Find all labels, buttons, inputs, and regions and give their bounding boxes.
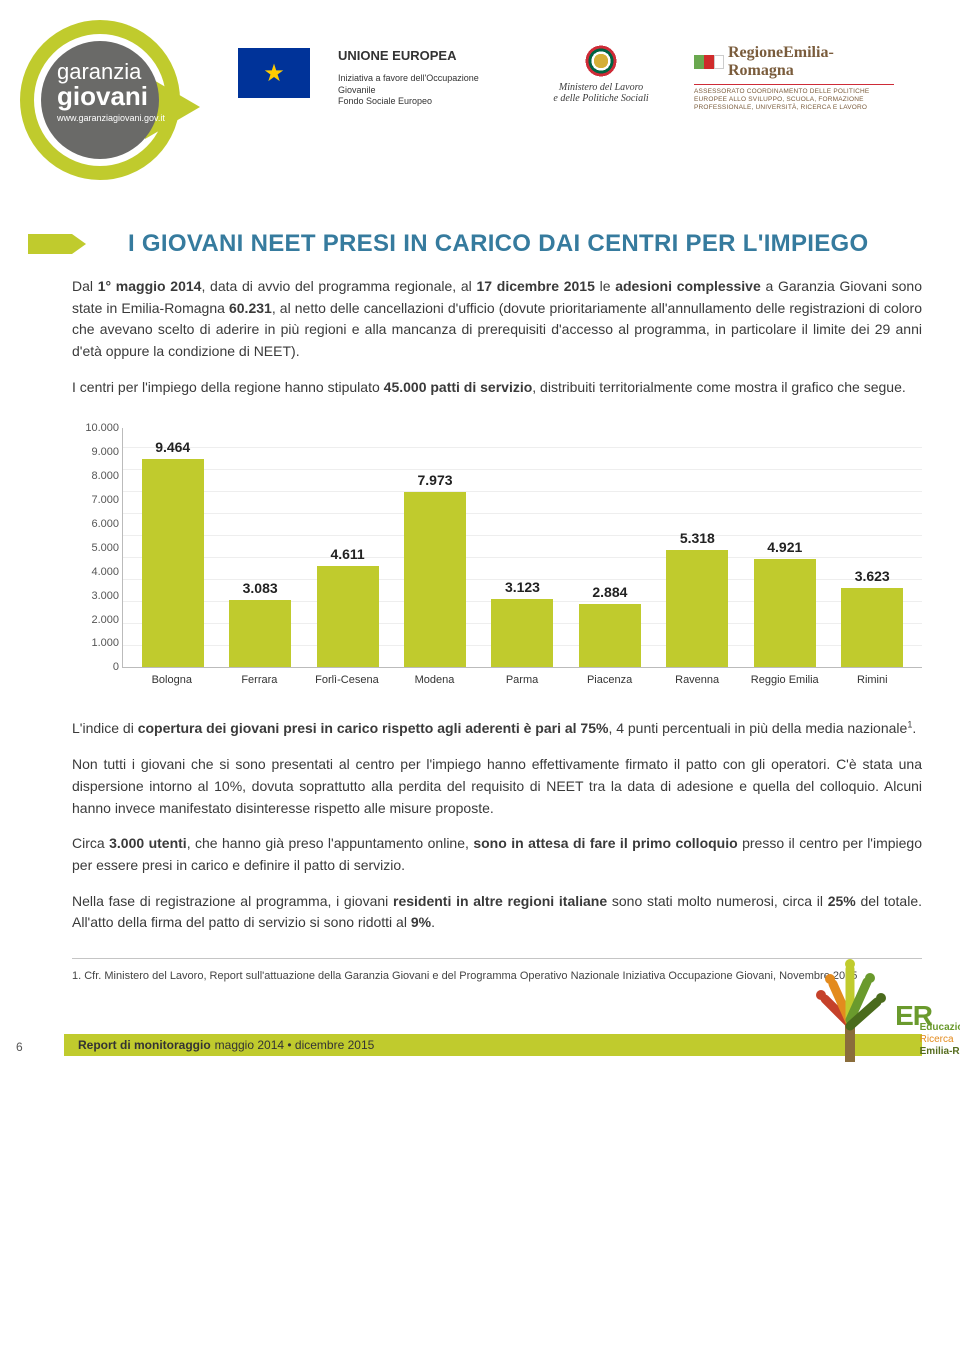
chart-bar-label: 2.884 (592, 584, 627, 600)
page-title: I GIOVANI NEET PRESI IN CARICO DAI CENTR… (128, 230, 869, 258)
chart-bar-label: 9.464 (155, 439, 190, 455)
chart-xtick: Reggio Emilia (741, 674, 829, 686)
chart-xtick: Forlì-Cesena (303, 674, 391, 686)
chart-bar-group: 7.973 (391, 492, 478, 667)
gg-url: www.garanziagiovani.gov.it (57, 113, 159, 123)
ministero-block: Ministero del Lavoro e delle Politiche S… (536, 44, 666, 104)
chart-bar-group: 3.123 (479, 599, 566, 668)
chart-bar (404, 492, 466, 667)
chart-bar-label: 3.083 (243, 580, 278, 596)
chart-xtick: Piacenza (566, 674, 654, 686)
chart-bar-group: 4.921 (741, 559, 828, 667)
paragraph-2: I centri per l'impiego della regione han… (72, 377, 922, 399)
chart-bar (142, 459, 204, 667)
paragraph-3: L'indice di copertura dei giovani presi … (72, 718, 922, 740)
chart-bar (579, 604, 641, 667)
chart-bars: 9.4643.0834.6117.9733.1232.8845.3184.921… (123, 428, 922, 667)
chart-bar-label: 4.921 (767, 539, 802, 555)
regione-block: RegioneEmilia-Romagna Assessorato coordi… (694, 44, 894, 111)
chart-bar (754, 559, 816, 667)
er-logo: ER Educazione Ricerca Emilia-Romagna (770, 944, 930, 1064)
main-content: I GIOVANI NEET PRESI IN CARICO DAI CENTR… (0, 220, 960, 984)
eu-title: UNIONE EUROPEA (338, 48, 508, 63)
chart-bar (229, 600, 291, 668)
garanzia-giovani-logo: garanzia giovani www.garanziagiovani.gov… (20, 20, 210, 190)
eu-flag-icon: ★ (238, 48, 310, 98)
chart-xtick: Ravenna (653, 674, 741, 686)
chart-xtick: Bologna (128, 674, 216, 686)
chart-y-axis: 01.0002.0003.0004.0005.0006.0007.0008.00… (73, 428, 119, 667)
paragraph-1: Dal 1° maggio 2014, data di avvio del pr… (72, 276, 922, 363)
chart-xtick: Ferrara (216, 674, 304, 686)
chart-bar-label: 3.623 (855, 568, 890, 584)
page-number: 6 (16, 1040, 64, 1056)
chart-bar-group: 5.318 (654, 550, 741, 667)
chart-bar-group: 9.464 (129, 459, 216, 667)
chart-bar-label: 5.318 (680, 530, 715, 546)
chart-bar-label: 7.973 (418, 472, 453, 488)
header-logos: garanzia giovani www.garanziagiovani.gov… (0, 0, 960, 220)
bar-chart: 01.0002.0003.0004.0005.0006.0007.0008.00… (72, 428, 922, 686)
regione-title: RegioneEmilia-Romagna (728, 44, 894, 80)
chart-bar (317, 566, 379, 667)
paragraph-4: Non tutti i giovani che si sono presenta… (72, 754, 922, 819)
chart-bar-group: 4.611 (304, 566, 391, 667)
chart-bar-label: 4.611 (330, 546, 364, 562)
chart-xtick: Parma (478, 674, 566, 686)
chart-bar-group: 2.884 (566, 604, 653, 667)
chart-x-axis: BolognaFerraraForlì-CesenaModenaParmaPia… (122, 668, 922, 686)
paragraph-5: Circa 3.000 utenti, che hanno già preso … (72, 833, 922, 876)
regione-sub: Assessorato coordinamento delle politich… (694, 84, 894, 111)
page-footer: 6 Report di monitoraggio maggio 2014 • d… (0, 1034, 960, 1070)
ministero-line1: Ministero del Lavoro (536, 82, 666, 93)
chart-bar-group: 3.083 (216, 600, 303, 668)
chart-bar (491, 599, 553, 668)
gg-line1: garanzia (57, 61, 159, 83)
chart-bar (666, 550, 728, 667)
eu-text-block: UNIONE EUROPEA Iniziativa a favore dell'… (338, 48, 508, 108)
er-logo-text: Educazione Ricerca Emilia-Romagna (920, 1022, 960, 1058)
chart-bar-group: 3.623 (829, 588, 916, 668)
section-title-row: I GIOVANI NEET PRESI IN CARICO DAI CENTR… (72, 230, 922, 258)
ministero-line2: e delle Politiche Sociali (536, 93, 666, 104)
regione-flag-icon (694, 55, 724, 69)
italy-emblem-icon (584, 44, 618, 78)
chart-xtick: Rimini (829, 674, 917, 686)
chart-bar (841, 588, 903, 668)
eu-sub2: Fondo Sociale Europeo (338, 96, 508, 108)
chart-bar-label: 3.123 (505, 579, 540, 595)
chart-xtick: Modena (391, 674, 479, 686)
paragraph-6: Nella fase di registrazione al programma… (72, 891, 922, 934)
gg-line2: giovani (57, 83, 159, 109)
eu-sub1: Iniziativa a favore dell'Occupazione Gio… (338, 73, 508, 96)
tree-icon (805, 954, 895, 1064)
